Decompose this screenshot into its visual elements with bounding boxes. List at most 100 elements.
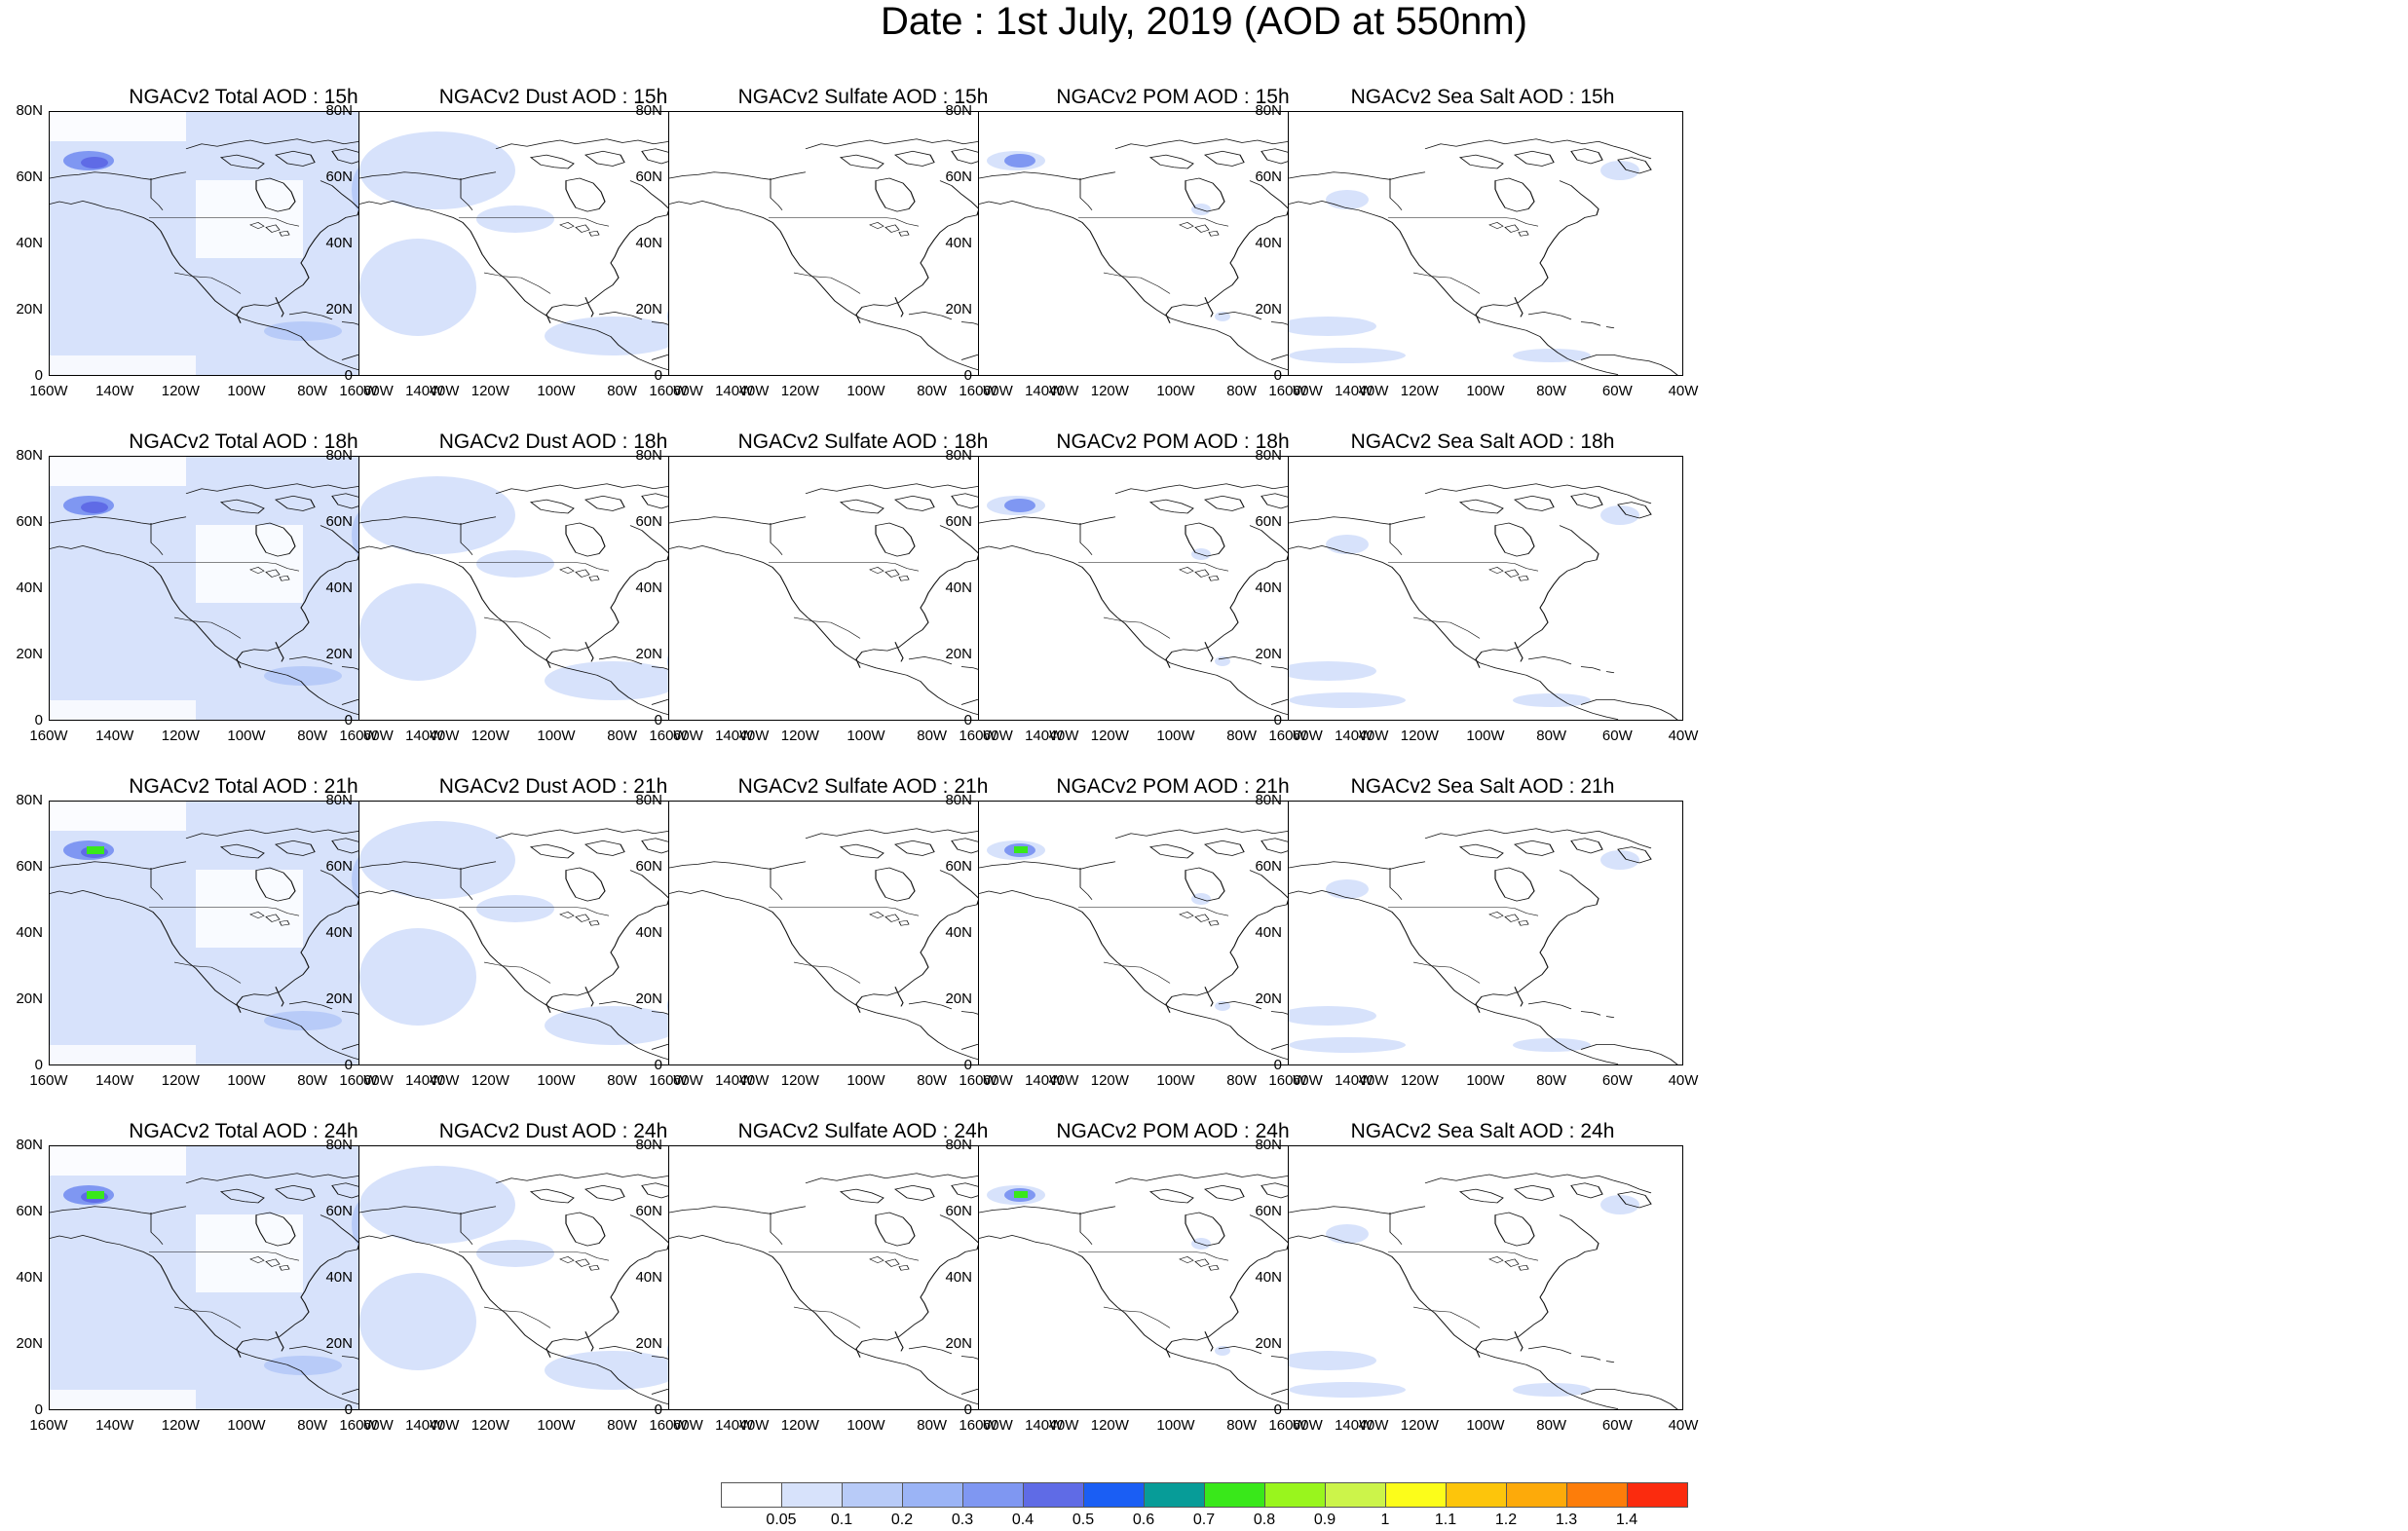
lon-tick-label: 80W <box>297 1072 328 1089</box>
figure-title: Date : 1st July, 2019 (AOD at 550nm) <box>880 0 1527 43</box>
lon-tick-label: 140W <box>95 1417 134 1434</box>
panel-title: NGACv2 POM AOD : 21h <box>1056 775 1290 798</box>
lon-tick-label: 80W <box>1536 383 1567 399</box>
lat-tick-label: 20N <box>945 646 972 662</box>
lat-tick-label: 80N <box>1255 102 1282 119</box>
lon-tick-label: 40W <box>1048 1417 1079 1434</box>
lon-tick-label: 40W <box>1358 1072 1389 1089</box>
lon-tick-label: 100W <box>1156 728 1195 744</box>
lat-tick-label: 60N <box>1255 1203 1282 1219</box>
colorbar-label: 0.5 <box>1072 1512 1095 1528</box>
lon-tick-label: 80W <box>297 1417 328 1434</box>
lon-tick-label: 80W <box>917 1072 948 1089</box>
lon-tick-label: 140W <box>715 383 754 399</box>
lat-tick-label: 40N <box>945 579 972 596</box>
colorbar-label: 0.05 <box>766 1512 797 1528</box>
lon-tick-label: 140W <box>95 1072 134 1089</box>
lat-tick-label: 80N <box>945 1137 972 1153</box>
lon-tick-label: 160W <box>29 383 68 399</box>
lon-tick-label: 120W <box>780 1072 819 1089</box>
map-panel-seasalt: NGACv2 Sea Salt AOD : 15h 80N 60N 40N 20N 0 1… <box>1239 86 1726 429</box>
lat-tick-label: 80N <box>325 447 353 464</box>
lon-tick-label: 40W <box>1358 1417 1389 1434</box>
lon-tick-label: 60W <box>672 1072 703 1089</box>
lon-tick-label: 100W <box>537 728 576 744</box>
lon-tick-label: 140W <box>95 383 134 399</box>
panel-title: NGACv2 Dust AOD : 15h <box>438 86 668 108</box>
lon-tick-label: 160W <box>339 1417 378 1434</box>
lon-tick-label: 160W <box>1268 728 1307 744</box>
colorbar-swatch <box>781 1482 843 1508</box>
lon-tick-label: 80W <box>1536 1417 1567 1434</box>
panel-title: NGACv2 Sulfate AOD : 24h <box>737 1120 989 1142</box>
lat-tick-label: 80N <box>1255 792 1282 808</box>
lat-tick-label: 20N <box>635 301 662 317</box>
panel-title: NGACv2 Sulfate AOD : 21h <box>737 775 989 798</box>
lat-tick-label: 40N <box>635 235 662 251</box>
lon-tick-label: 120W <box>780 728 819 744</box>
colorbar-swatch <box>1506 1482 1567 1508</box>
colorbar-label: 0.1 <box>830 1512 853 1528</box>
lat-tick-label: 60N <box>325 168 353 185</box>
lon-tick-label: 120W <box>470 383 509 399</box>
lat-tick-label: 0 <box>654 712 662 728</box>
lon-tick-label: 160W <box>649 1072 688 1089</box>
panel-title: NGACv2 POM AOD : 18h <box>1056 430 1290 453</box>
lon-tick-label: 40W <box>1668 728 1699 744</box>
colorbar-label: 1.1 <box>1434 1512 1457 1528</box>
lon-tick-label: 160W <box>959 1072 997 1089</box>
colorbar-swatch <box>1204 1482 1265 1508</box>
colorbar-swatch <box>902 1482 963 1508</box>
lon-tick-label: 140W <box>405 1072 444 1089</box>
colorbar-swatch <box>1144 1482 1205 1508</box>
lat-tick-label: 0 <box>654 367 662 384</box>
lon-tick-label: 60W <box>982 1072 1013 1089</box>
lon-tick-label: 160W <box>1268 383 1307 399</box>
lon-tick-label: 80W <box>1536 1072 1567 1089</box>
lat-tick-label: 20N <box>1255 990 1282 1007</box>
lat-tick-label: 0 <box>1273 1401 1282 1418</box>
lon-tick-label: 40W <box>1048 1072 1079 1089</box>
lon-tick-label: 40W <box>1668 1417 1699 1434</box>
lon-tick-label: 160W <box>29 1072 68 1089</box>
lon-tick-label: 60W <box>672 1417 703 1434</box>
lat-tick-label: 0 <box>344 1057 353 1073</box>
map-panel-seasalt: NGACv2 Sea Salt AOD : 18h 80N 60N 40N 20N 0 1… <box>1239 430 1726 773</box>
lat-tick-label: 80N <box>945 447 972 464</box>
lat-tick-label: 20N <box>945 990 972 1007</box>
lat-tick-label: 20N <box>16 1335 43 1352</box>
lat-tick-label: 0 <box>34 1057 43 1073</box>
lon-tick-label: 120W <box>1400 728 1439 744</box>
lon-tick-label: 40W <box>1668 1072 1699 1089</box>
lon-tick-label: 60W <box>982 1417 1013 1434</box>
lon-tick-label: 40W <box>1358 728 1389 744</box>
lon-tick-label: 60W <box>362 1417 394 1434</box>
lat-tick-label: 80N <box>1255 1137 1282 1153</box>
lon-tick-label: 80W <box>1226 728 1258 744</box>
lat-tick-label: 60N <box>635 858 662 875</box>
lon-tick-label: 100W <box>537 383 576 399</box>
colorbar-swatch <box>1264 1482 1326 1508</box>
lat-tick-label: 40N <box>325 1269 353 1286</box>
lat-tick-label: 0 <box>34 1401 43 1418</box>
lon-tick-label: 120W <box>1400 1072 1439 1089</box>
lon-tick-label: 60W <box>1601 728 1633 744</box>
lat-tick-label: 40N <box>1255 579 1282 596</box>
lat-tick-label: 40N <box>325 579 353 596</box>
colorbar-label: 1.2 <box>1494 1512 1518 1528</box>
lon-tick-label: 80W <box>607 728 638 744</box>
lat-tick-label: 0 <box>344 712 353 728</box>
panel-title: NGACv2 Sea Salt AOD : 24h <box>1350 1120 1615 1142</box>
lon-tick-label: 60W <box>1292 1072 1323 1089</box>
lon-tick-label: 160W <box>339 1072 378 1089</box>
lat-tick-label: 60N <box>325 513 353 530</box>
lon-tick-label: 160W <box>339 728 378 744</box>
lat-tick-label: 20N <box>945 301 972 317</box>
lon-tick-label: 80W <box>607 383 638 399</box>
lat-tick-label: 40N <box>16 924 43 941</box>
lon-tick-label: 160W <box>959 383 997 399</box>
lat-tick-label: 20N <box>325 1335 353 1352</box>
lat-tick-label: 60N <box>16 168 43 185</box>
lon-tick-label: 40W <box>429 1417 460 1434</box>
lat-tick-label: 20N <box>16 301 43 317</box>
